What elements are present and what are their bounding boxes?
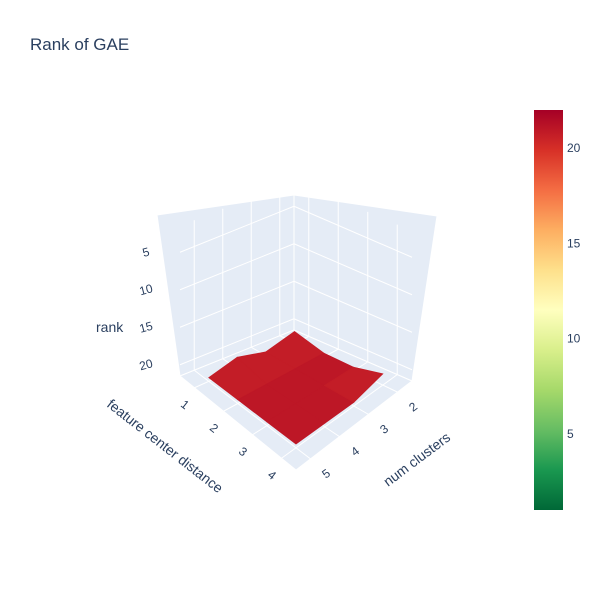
colorbar-tick-label: 20 (567, 141, 581, 155)
colorbar (534, 110, 563, 510)
x-tick-label: 3 (377, 421, 391, 436)
grid-line-right-wall (293, 243, 413, 296)
grid-line-left-wall (179, 243, 295, 291)
y-tick-label: 3 (236, 444, 250, 459)
z-tick-label: 5 (141, 245, 151, 260)
x-tick-label: 5 (319, 466, 333, 481)
colorbar-ticks: 5 10 15 20 (567, 141, 581, 441)
grid-line-right-wall (293, 280, 413, 333)
colorbar-tick-label: 5 (567, 427, 574, 441)
z-axis-ticks: 5 10 15 20 (138, 245, 155, 374)
chart-title: Rank of GAE (30, 35, 129, 54)
grid-line-right-wall (293, 318, 413, 371)
x-tick-label: 2 (406, 399, 420, 414)
grid-line-floor-nc (193, 369, 311, 460)
grid-line-floor-fd (281, 374, 398, 459)
grid-line-left-wall (179, 280, 295, 328)
z-tick-label: 20 (138, 356, 155, 373)
y-axis-label: feature center distance (104, 396, 226, 496)
x-axis-label: num clusters (380, 429, 453, 490)
z-tick-label: 10 (138, 281, 155, 298)
grid-line-right-wall (293, 205, 413, 258)
surface-cell (323, 366, 384, 403)
z-axis-label: rank (96, 319, 124, 335)
grid-line-left-wall (179, 318, 295, 366)
y-tick-label: 1 (178, 397, 192, 412)
colorbar-tick-label: 15 (567, 236, 581, 250)
colorbar-tick-label: 10 (567, 332, 581, 346)
y-tick-label: 2 (207, 421, 221, 436)
grid-line-left-wall (179, 205, 295, 253)
surface-mesh (208, 331, 384, 445)
x-tick-label: 4 (348, 444, 362, 459)
z-tick-label: 15 (138, 319, 155, 336)
y-tick-label: 4 (265, 468, 279, 483)
